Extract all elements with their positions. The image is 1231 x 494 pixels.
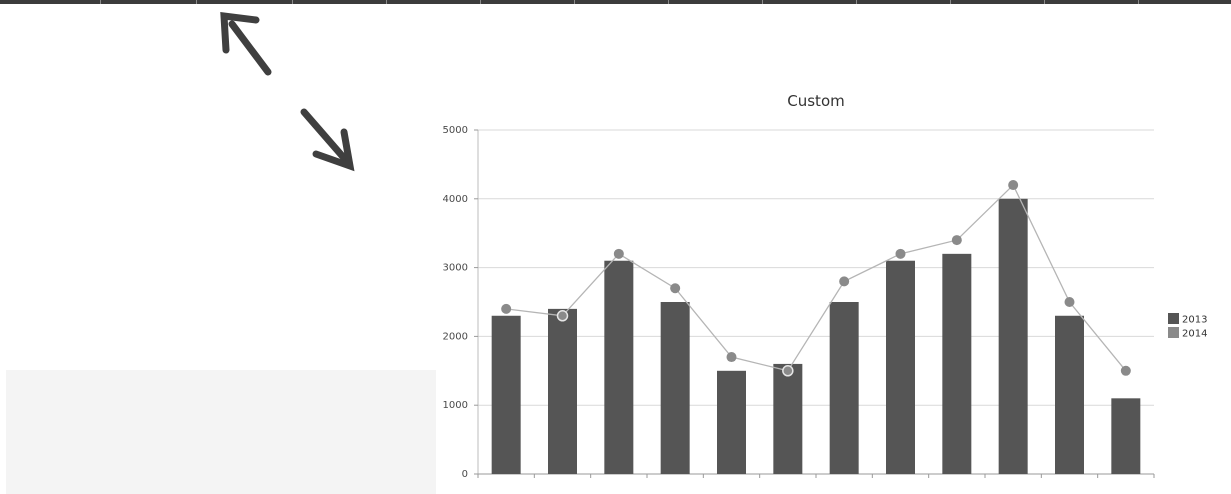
toolbar-divider <box>1138 0 1139 4</box>
bar-series <box>491 198 1141 475</box>
top-toolbar-strip <box>0 0 1231 4</box>
arrow-down-right-icon <box>300 108 355 172</box>
arrow-up-left-icon <box>220 12 272 76</box>
y-tick-label: 0 <box>462 469 468 480</box>
chart-axes: 0 1000 2000 3000 4000 5000 <box>443 125 1155 480</box>
line-series <box>501 180 1131 377</box>
bar-2013 <box>548 308 577 474</box>
y-tick-label: 3000 <box>443 263 468 274</box>
bar-2013 <box>773 363 803 474</box>
legend-swatch-2013 <box>1168 313 1179 324</box>
point-2014 <box>1120 365 1131 376</box>
toolbar-divider <box>762 0 763 4</box>
bar-2013 <box>491 315 521 474</box>
bar-2013 <box>942 253 972 474</box>
toolbar-divider <box>386 0 387 4</box>
bar-2013 <box>829 302 859 474</box>
legend-label-2013: 2013 <box>1182 315 1207 326</box>
bar-2013 <box>886 260 915 474</box>
line-2014 <box>506 183 1127 372</box>
toolbar-divider <box>292 0 293 4</box>
toolbar-divider <box>100 0 101 4</box>
toolbar-divider <box>950 0 951 4</box>
bar-2013 <box>604 260 634 474</box>
point-2014 <box>951 235 962 246</box>
chart-grid <box>478 129 1154 406</box>
toolbar-divider <box>196 0 197 4</box>
chart-legend: 2013 2014 <box>1168 313 1207 340</box>
left-panel-background <box>6 370 436 494</box>
bar-2013 <box>1055 315 1084 474</box>
point-2014 <box>501 303 512 314</box>
point-2014 <box>895 248 906 259</box>
resize-arrows-icon[interactable] <box>210 4 370 179</box>
point-2014 <box>556 310 569 322</box>
point-2014 <box>1008 180 1019 191</box>
point-2014 <box>839 276 850 287</box>
point-2014 <box>782 365 794 377</box>
y-tick-label: 5000 <box>443 125 468 136</box>
point-2014 <box>1064 297 1075 307</box>
y-tick-label: 1000 <box>443 400 468 411</box>
point-2014 <box>613 248 624 259</box>
toolbar-divider <box>574 0 575 4</box>
bar-2013 <box>660 302 690 474</box>
point-2014 <box>670 283 681 294</box>
bar-2013 <box>998 198 1028 475</box>
chart-title: Custom <box>787 92 844 110</box>
bar-2013 <box>717 370 746 474</box>
bar-2013 <box>1111 398 1141 474</box>
y-tick-label: 2000 <box>443 331 468 342</box>
toolbar-divider <box>668 0 669 4</box>
legend-swatch-2014 <box>1168 327 1179 338</box>
legend-label-2014: 2014 <box>1182 329 1207 340</box>
toolbar-divider <box>1044 0 1045 4</box>
point-2014 <box>726 352 737 363</box>
toolbar-divider <box>480 0 481 4</box>
y-tick-label: 4000 <box>443 194 468 205</box>
toolbar-divider <box>856 0 857 4</box>
